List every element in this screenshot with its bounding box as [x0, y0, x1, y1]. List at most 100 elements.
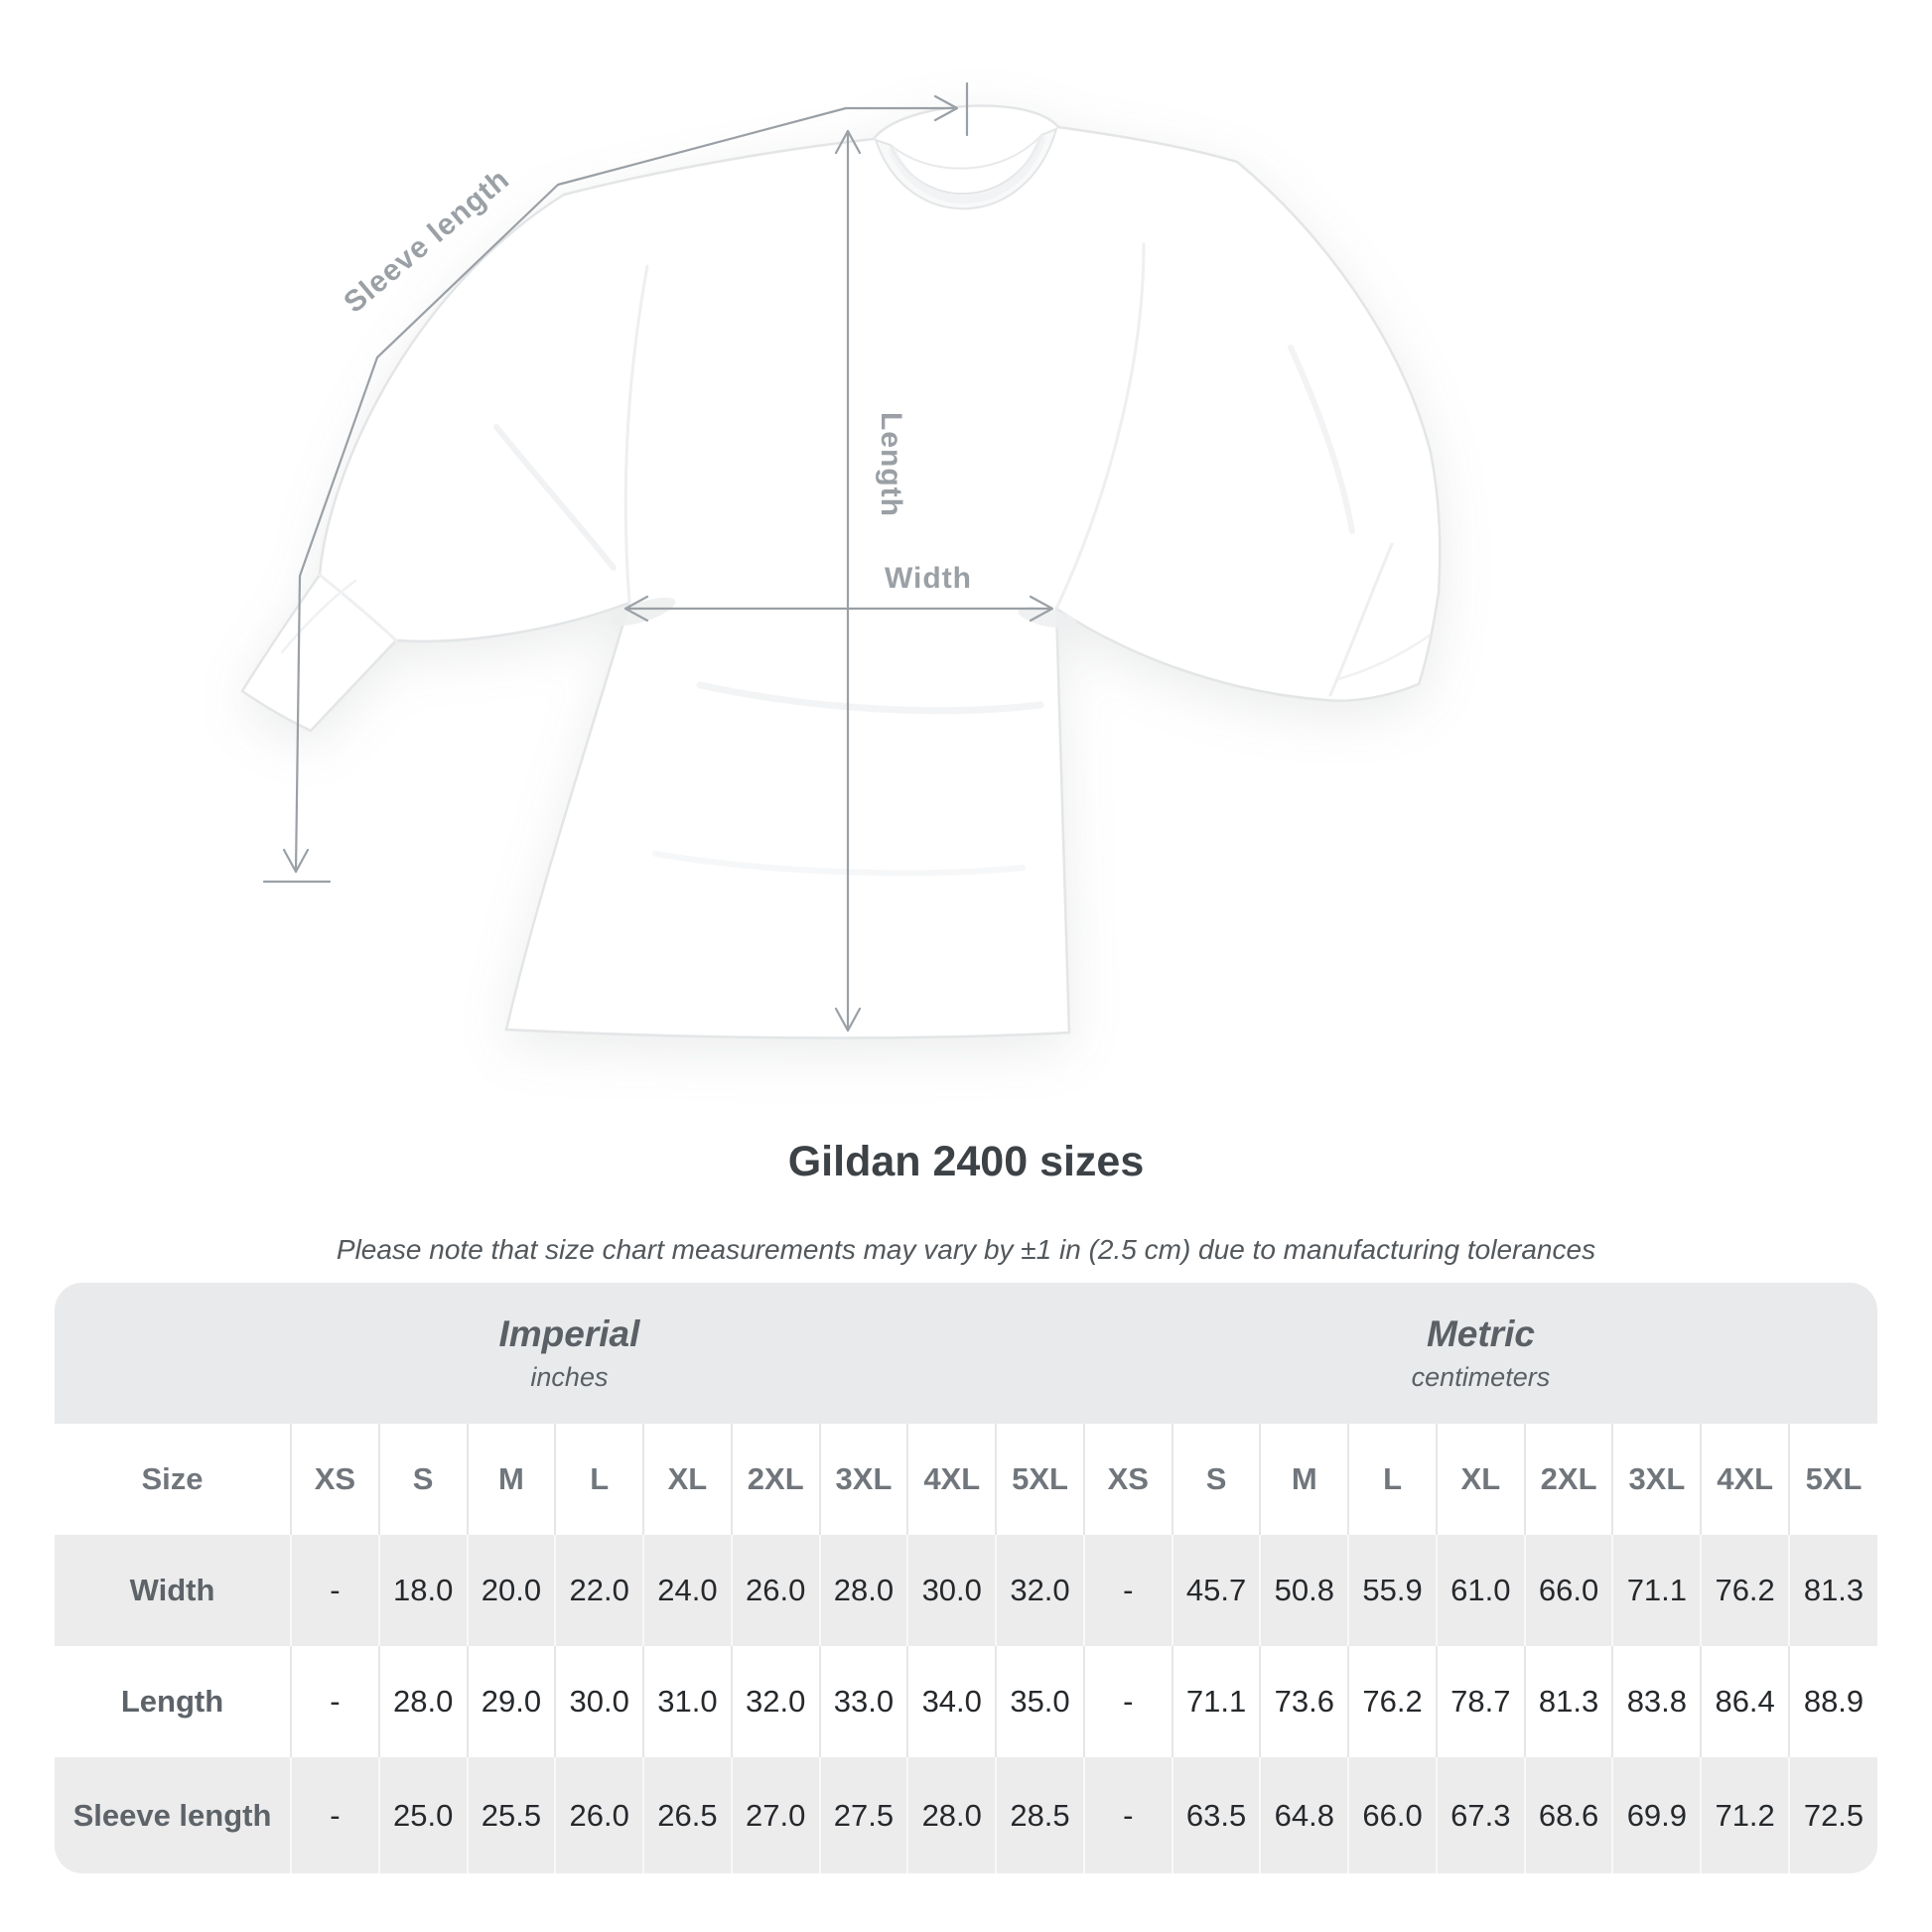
- measurement-value-cell: 76.2: [1347, 1646, 1437, 1757]
- measurement-value-cell: -: [290, 1646, 379, 1757]
- measurement-value-cell: 26.0: [554, 1757, 644, 1873]
- measurement-value-cell: 26.0: [730, 1535, 820, 1646]
- armpit-shade-right: [1018, 607, 1077, 628]
- measurement-value-cell: -: [1082, 1535, 1173, 1646]
- measurement-value-cell: 20.0: [466, 1535, 556, 1646]
- right-cuff-rib: [1336, 633, 1432, 681]
- size-table-container: Imperial inches Metric centimeters Size …: [55, 1283, 1877, 1873]
- measurement-value-cell: 28.0: [377, 1646, 468, 1757]
- collar-back-edge: [890, 134, 1042, 170]
- size-col-header: 3XL: [1611, 1424, 1702, 1535]
- size-col-header: M: [1259, 1424, 1349, 1535]
- measurement-row-label: Sleeve length: [55, 1757, 291, 1873]
- measurement-value-cell: -: [1082, 1757, 1173, 1873]
- measurement-value-cell: -: [1082, 1646, 1173, 1757]
- measurement-value-cell: 86.4: [1700, 1646, 1790, 1757]
- measurement-value-cell: -: [290, 1535, 379, 1646]
- fold-line: [493, 424, 617, 571]
- measurement-value-cell: 24.0: [642, 1535, 732, 1646]
- armpit-shade-left: [611, 597, 676, 626]
- metric-header-cell: Metric centimeters: [1083, 1283, 1877, 1424]
- size-column-header: Size: [55, 1424, 291, 1535]
- size-col-header: L: [554, 1424, 644, 1535]
- size-col-header: 3XL: [818, 1424, 908, 1535]
- measurement-value-cell: 61.0: [1435, 1535, 1525, 1646]
- measurement-value-cell: 45.7: [1171, 1535, 1261, 1646]
- imperial-header-cell: Imperial inches: [55, 1283, 1084, 1424]
- left-cuff-rib: [280, 579, 357, 654]
- measurement-value-cell: 71.2: [1700, 1757, 1790, 1873]
- measurement-value-cell: 33.0: [818, 1646, 908, 1757]
- page-title: Gildan 2400 sizes: [787, 1138, 1145, 1185]
- size-col-header: 4XL: [1700, 1424, 1790, 1535]
- tolerance-note: Please note that size chart measurements…: [336, 1234, 1596, 1265]
- length-label: Length: [875, 412, 907, 517]
- measurement-value-cell: 25.0: [377, 1757, 468, 1873]
- measurement-value-cell: 32.0: [995, 1535, 1084, 1646]
- size-col-header: S: [377, 1424, 468, 1535]
- measurement-value-cell: 18.0: [377, 1535, 468, 1646]
- measurement-value-cell: 72.5: [1788, 1757, 1877, 1873]
- measurement-row: Width -18.0 20.0 22.0 24.0 26.0 28.0 30.0 32.0-4…: [55, 1535, 1877, 1646]
- measurement-value-cell: 83.8: [1611, 1646, 1702, 1757]
- fold-line: [1288, 345, 1355, 534]
- measurement-value-cell: 71.1: [1611, 1535, 1702, 1646]
- size-col-header: L: [1347, 1424, 1437, 1535]
- measurement-value-cell: 78.7: [1435, 1646, 1525, 1757]
- measurement-value-cell: 22.0: [554, 1535, 644, 1646]
- measurement-value-cell: 34.0: [906, 1646, 997, 1757]
- measurement-row-label: Width: [55, 1535, 291, 1646]
- right-shoulder-seam: [1054, 242, 1146, 611]
- measurement-value-cell: 28.0: [906, 1757, 997, 1873]
- shirt-outline: [240, 104, 1442, 1039]
- fold-line: [652, 851, 1026, 877]
- measurement-value-cell: 73.6: [1259, 1646, 1349, 1757]
- measurement-value-cell: 31.0: [642, 1646, 732, 1757]
- measurement-value-cell: 35.0: [995, 1646, 1084, 1757]
- under-collar-shade: [889, 135, 1045, 204]
- measurement-value-cell: 67.3: [1435, 1757, 1525, 1873]
- left-cuff-seam: [318, 573, 398, 642]
- shirt-illustration: [240, 104, 1442, 1039]
- measurement-value-cell: 81.3: [1788, 1535, 1877, 1646]
- measurement-row-label: Length: [55, 1646, 291, 1757]
- measurement-value-cell: 63.5: [1171, 1757, 1261, 1873]
- imperial-title: Imperial: [498, 1313, 640, 1355]
- measurement-value-cell: 32.0: [730, 1646, 820, 1757]
- measurement-value-cell: 50.8: [1259, 1535, 1349, 1646]
- size-col-header: XS: [1082, 1424, 1173, 1535]
- measurement-value-cell: 30.0: [554, 1646, 644, 1757]
- measurement-value-cell: 27.5: [818, 1757, 908, 1873]
- size-col-header: 4XL: [906, 1424, 997, 1535]
- measurement-value-cell: 64.8: [1259, 1757, 1349, 1873]
- size-col-header: XS: [290, 1424, 379, 1535]
- measurement-value-cell: -: [290, 1757, 379, 1873]
- size-col-header: M: [466, 1424, 556, 1535]
- unit-header-row: Imperial inches Metric centimeters: [55, 1283, 1877, 1424]
- shirt-diagram: Sleeve length Length Width: [240, 81, 1442, 1039]
- size-col-header: XL: [642, 1424, 732, 1535]
- measurement-value-cell: 66.0: [1523, 1535, 1613, 1646]
- measurement-value-cell: 68.6: [1523, 1757, 1613, 1873]
- measurement-value-cell: 81.3: [1523, 1646, 1613, 1757]
- measurement-value-cell: 69.9: [1611, 1757, 1702, 1873]
- width-label: Width: [885, 562, 972, 595]
- fold-line: [696, 681, 1044, 715]
- measurement-value-cell: 26.5: [642, 1757, 732, 1873]
- size-col-header: XL: [1435, 1424, 1525, 1535]
- measurement-value-cell: 76.2: [1700, 1535, 1790, 1646]
- measurement-value-cell: 29.0: [466, 1646, 556, 1757]
- metric-unit: centimeters: [1411, 1361, 1551, 1392]
- measurement-row: Sleeve length -25.0 25.5 26.0 26.5 27.0 27.5 28…: [55, 1757, 1877, 1873]
- measurement-value-cell: 27.0: [730, 1757, 820, 1873]
- size-col-header: 5XL: [995, 1424, 1084, 1535]
- measurement-value-cell: 88.9: [1788, 1646, 1877, 1757]
- size-header-row: Size XS S M L XL 2XL 3XL 4XL 5XL XS S M L XL 2XL 3XL 4XL…: [55, 1424, 1877, 1535]
- size-table: Imperial inches Metric centimeters Size …: [55, 1283, 1877, 1873]
- width-arrow: Width: [623, 562, 1054, 622]
- size-col-header: 5XL: [1788, 1424, 1877, 1535]
- imperial-unit: inches: [530, 1361, 609, 1392]
- size-col-header: 2XL: [730, 1424, 820, 1535]
- measurement-value-cell: 30.0: [906, 1535, 997, 1646]
